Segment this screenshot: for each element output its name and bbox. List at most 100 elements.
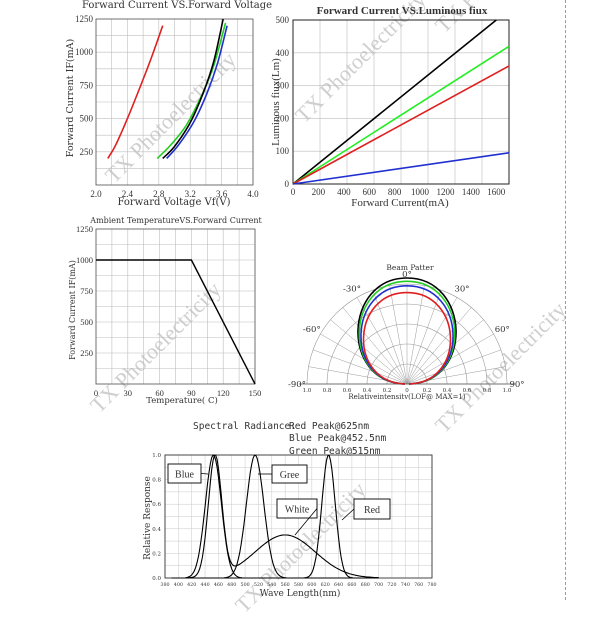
callout-label: White — [285, 505, 310, 516]
y-tick-label: 200 — [276, 113, 290, 123]
callout-pointer — [294, 508, 318, 536]
x-tick-label: 800 — [388, 187, 402, 197]
x-tick-label: 30 — [124, 388, 133, 398]
y-tick-label: 500 — [276, 15, 290, 25]
polar-radial-label: 0.6 — [463, 388, 472, 394]
flux-chart-title: Forward Current VS.Luminous fiux — [317, 5, 488, 17]
x-tick-label: 2.8 — [153, 189, 165, 199]
x-tick-label: 540 — [267, 582, 276, 588]
spectrum-annotation-blue: Blue Peak@452.5nm — [289, 433, 387, 444]
y-tick-label: 0 — [285, 179, 290, 189]
datasheet-page: TX Photoelectricity TX Photoelectricity … — [65, 0, 571, 618]
x-tick-label: 440 — [200, 582, 209, 588]
polar-radial-label: 0.2 — [423, 388, 432, 394]
series-line-2 — [292, 65, 510, 185]
spectrum-series-2 — [171, 455, 379, 579]
y-tick-label: 500 — [80, 317, 93, 327]
beam-series-2 — [360, 285, 454, 385]
polar-spoke — [406, 319, 484, 385]
polar-radial-label: 0.4 — [443, 388, 452, 394]
x-tick-label: 720 — [387, 582, 396, 588]
polar-angle-label: 90° — [509, 380, 524, 390]
polar-radial-label: 0.2 — [383, 388, 392, 394]
x-tick-label: 480 — [227, 582, 236, 588]
polar-angle-label: -30° — [343, 285, 361, 295]
series-line-3 — [292, 152, 510, 185]
x-tick-label: 500 — [241, 582, 250, 588]
x-tick-label: 1600 — [487, 187, 506, 197]
y-tick-label: 500 — [80, 114, 94, 124]
y-tick-label: 0.2 — [152, 551, 161, 557]
callout-label: Blue — [175, 470, 194, 481]
polar-radial-label: 1.0 — [503, 388, 512, 394]
x-tick-label: 680 — [361, 582, 370, 588]
y-tick-label: 100 — [276, 146, 290, 156]
y-tick-label: 0.0 — [152, 576, 161, 582]
spectrum-series-3 — [171, 454, 379, 579]
x-tick-label: 600 — [362, 187, 376, 197]
x-tick-label: 760 — [414, 582, 423, 588]
iv-chart-xlabel: Forward Voltage Vf(V) — [117, 197, 230, 208]
x-tick-label: 3.2 — [185, 189, 196, 199]
y-tick-label: 1.0 — [152, 453, 161, 459]
y-tick-label: 400 — [276, 48, 290, 58]
polar-radial-label: 0 — [405, 388, 409, 394]
polar-spoke — [406, 307, 472, 385]
spectrum-chart: Spectral Radiance: Red Peak@625nm Blue P… — [143, 421, 437, 599]
x-tick-label: 700 — [374, 582, 383, 588]
flux-chart-xlabel: Forward Current(mA) — [351, 197, 449, 209]
x-tick-label: 520 — [254, 582, 263, 588]
callout-label: Gree — [280, 470, 300, 481]
x-tick-label: 640 — [334, 582, 343, 588]
polar-radial-label: 0.6 — [343, 388, 352, 394]
page-edge-dashed-line — [565, 0, 566, 600]
callout-pointer — [200, 473, 209, 475]
spectrum-ylabel: Relative Response — [143, 476, 153, 560]
polar-angle-label: -90° — [288, 380, 306, 390]
polar-spoke — [406, 349, 502, 385]
x-tick-label: 120 — [217, 388, 230, 398]
polar-spoke — [372, 289, 408, 385]
x-tick-label: 60 — [155, 388, 164, 398]
iv-chart-ylabel: Forward Current IF(mA) — [65, 39, 76, 157]
polar-radial-label: 0.8 — [323, 388, 332, 394]
y-tick-label: 300 — [276, 81, 290, 91]
x-tick-label: 1400 — [462, 187, 481, 197]
x-tick-label: 2.4 — [122, 189, 134, 199]
beam-chart-title: Beam Patter — [386, 263, 434, 272]
y-tick-label: 250 — [80, 147, 94, 157]
y-tick-label: 1000 — [76, 255, 93, 265]
y-tick-label: 0.8 — [152, 478, 161, 484]
series-line-0 — [96, 259, 256, 385]
flux-chart-ylabel: Luminous fiux(Lm) — [270, 58, 282, 146]
derating-chart-title: Ambient TemperatureVS.Forward Current — [89, 216, 262, 225]
spectrum-xlabel: Wave Length(nm) — [260, 588, 341, 599]
polar-spoke — [312, 349, 408, 385]
x-tick-label: 90 — [187, 388, 196, 398]
x-tick-label: 4.0 — [247, 189, 259, 199]
polar-spoke — [406, 285, 425, 385]
beam-series-3 — [362, 291, 452, 385]
flux-chart: Forward Current VS.Luminous fiux Forward… — [270, 5, 510, 209]
y-tick-label: 250 — [80, 348, 93, 358]
x-tick-label: 460 — [214, 582, 223, 588]
polar-angle-label: 60° — [495, 325, 510, 335]
x-tick-label: 3.6 — [216, 189, 228, 199]
iv-chart: Forward Current VS.Forward Voltage Forwa… — [65, 0, 272, 208]
plot-frame — [292, 19, 510, 185]
polar-angle-label: 0° — [402, 270, 412, 280]
series-line-0 — [107, 25, 164, 159]
x-tick-label: 780 — [427, 582, 436, 588]
y-tick-label: 0.6 — [152, 502, 161, 508]
iv-chart-title: Forward Current VS.Forward Voltage — [82, 0, 272, 11]
polar-radial-label: 1.0 — [303, 388, 312, 394]
polar-angle-label: 30° — [454, 285, 469, 295]
x-tick-label: 0 — [291, 187, 296, 197]
spectrum-title: Spectral Radiance: — [193, 421, 296, 432]
plot-frame — [95, 18, 254, 186]
x-tick-label: 620 — [321, 582, 330, 588]
x-tick-label: 380 — [160, 582, 169, 588]
x-tick-label: 1200 — [436, 187, 455, 197]
plot-frame — [95, 228, 256, 385]
callout-label: Red — [364, 505, 380, 516]
